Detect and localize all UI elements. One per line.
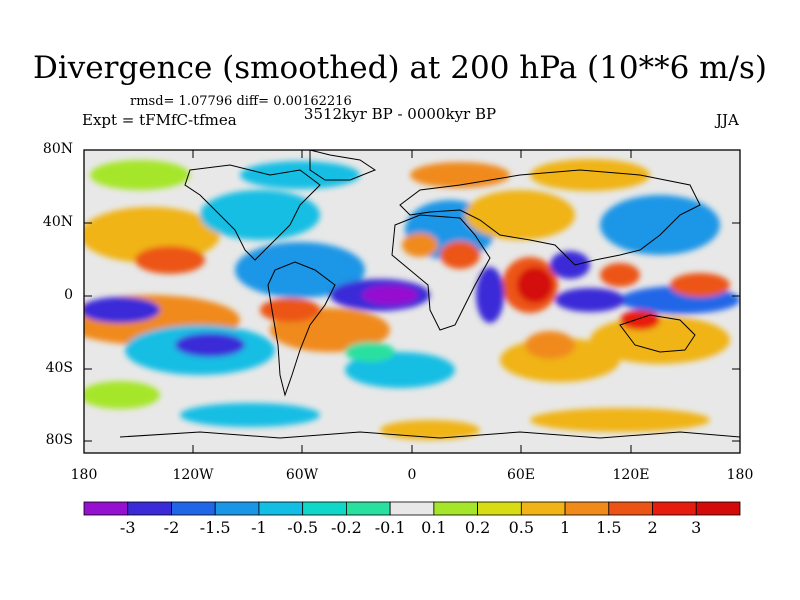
y-tick-label: 40S <box>45 360 73 376</box>
colorbar-label: -0.5 <box>287 518 319 537</box>
colorbar-swatch <box>433 501 479 516</box>
colorbar <box>83 501 741 516</box>
x-tick-label: 120W <box>172 467 214 483</box>
colorbar-label: 1.5 <box>596 518 622 537</box>
colorbar-swatch <box>171 501 216 516</box>
colorbar-label: 2 <box>647 518 658 537</box>
field-layer <box>84 150 740 453</box>
colorbar-swatch <box>345 501 391 516</box>
y-tick-label: 80N <box>42 141 73 157</box>
period-text: 3512kyr BP - 0000kyr BP <box>303 105 497 123</box>
x-ticks <box>83 150 741 453</box>
colorbar-swatch <box>520 501 566 516</box>
y-tick-label: 0 <box>64 287 73 303</box>
colorbar-label: 3 <box>691 518 702 537</box>
stats-text: rmsd= 1.07796 diff= 0.00162216 <box>130 94 352 109</box>
colorbar-swatch <box>258 501 304 516</box>
colorbar-swatch <box>127 501 172 516</box>
season-text: JJA <box>716 111 739 129</box>
coastlines <box>119 150 740 439</box>
colorbar-label: -1 <box>251 518 267 537</box>
experiment-text: Expt = tFMfC-tfmea <box>82 111 237 129</box>
x-tick-label: 180 <box>70 467 98 483</box>
colorbar-swatch <box>564 501 610 516</box>
x-tick-label: 0 <box>407 467 417 483</box>
colorbar-label: 0.1 <box>421 518 447 537</box>
colorbar-label: -0.1 <box>374 518 406 537</box>
colorbar-label: 0.2 <box>464 518 491 537</box>
y-ticks <box>84 149 740 442</box>
map-title: Divergence (smoothed) at 200 hPa (10**6 … <box>33 50 767 86</box>
x-tick-label: 180 <box>726 467 754 483</box>
colorbar-swatch <box>214 501 260 516</box>
colorbar-label: 0.5 <box>508 518 535 537</box>
colorbar-label: -1.5 <box>199 518 231 537</box>
colorbar-swatch <box>652 501 697 516</box>
x-tick-label: 60W <box>285 467 319 483</box>
colorbar-swatch <box>83 501 129 516</box>
colorbar-swatch <box>302 501 347 516</box>
colorbar-swatch <box>608 501 653 516</box>
colorbar-swatch <box>389 501 435 516</box>
colorbar-label: -2 <box>163 518 180 537</box>
colorbar-label: 1 <box>559 518 571 537</box>
colorbar-label: -3 <box>119 518 136 537</box>
x-tick-label: 60E <box>506 467 536 483</box>
colorbar-swatch <box>695 501 741 516</box>
y-tick-label: 40N <box>42 214 73 230</box>
x-tick-label: 120E <box>612 467 650 483</box>
y-tick-label: 80S <box>45 432 73 448</box>
colorbar-swatch <box>477 501 522 516</box>
colorbar-label: -0.2 <box>330 518 362 537</box>
